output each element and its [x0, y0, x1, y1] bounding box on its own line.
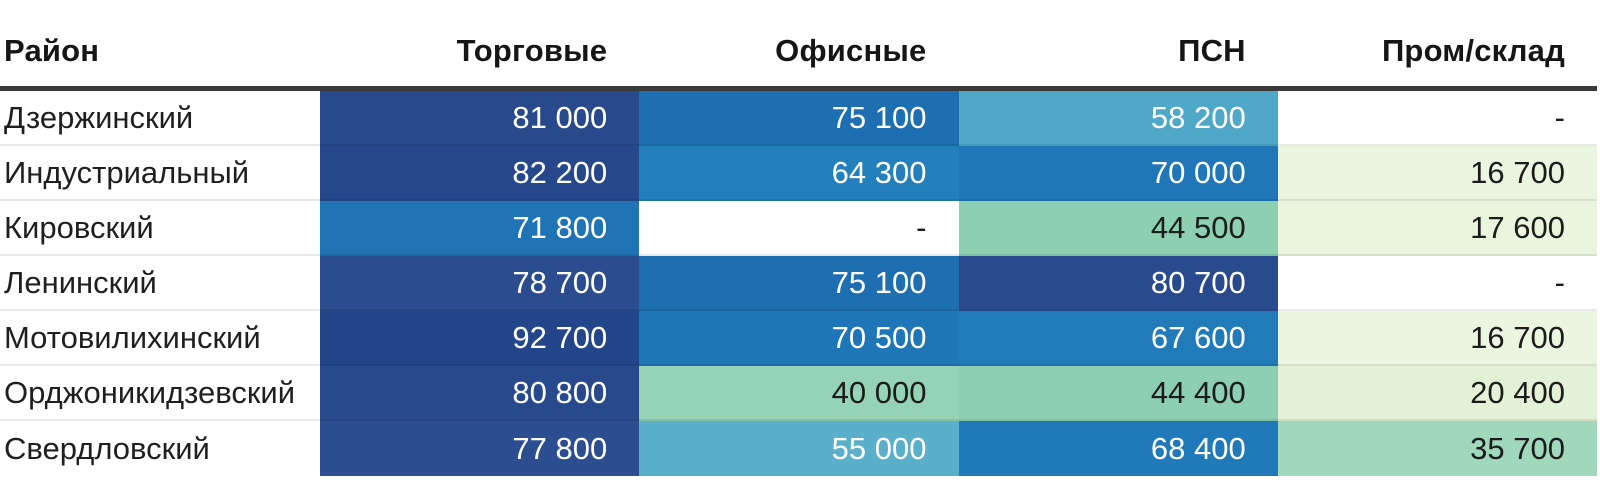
value-cell: 78 700	[320, 256, 640, 311]
value-cell: 75 100	[639, 256, 959, 311]
column-header-district: Район	[4, 33, 100, 68]
table-row: Индустриальный 82 200 64 300 70 000 16 700	[0, 146, 1597, 201]
value-cell: 92 700	[320, 311, 640, 366]
value-cell: 44 500	[958, 201, 1278, 256]
value-cell: 58 200	[958, 91, 1278, 146]
column-header-retail: Торговые	[456, 33, 608, 68]
column-header-office: Офисные	[775, 33, 927, 68]
value-cell: 20 400	[1277, 366, 1597, 421]
district-cell: Дзержинский	[0, 91, 320, 146]
value-cell: 75 100	[639, 91, 959, 146]
value-cell: 64 300	[639, 146, 959, 201]
table-header-row: Район Торговые Офисные ПСН Пром/склад	[0, 0, 1597, 91]
column-header-industrial: Пром/склад	[1381, 33, 1565, 68]
table-row: Кировский 71 800-44 500 17 600	[0, 201, 1597, 256]
table-body: Дзержинский 81 000 75 100 58 200- Индустриал…	[0, 91, 1597, 476]
district-price-heatmap-table: Район Торговые Офисные ПСН Пром/склад Дз…	[0, 0, 1597, 476]
value-cell: 81 000	[320, 91, 640, 146]
value-cell: 80 700	[958, 256, 1278, 311]
value-cell: 16 700	[1277, 311, 1597, 366]
value-cell: -	[639, 201, 959, 256]
district-cell: Орджоникидзевский	[0, 366, 320, 421]
value-cell: 71 800	[320, 201, 640, 256]
district-cell: Мотовилихинский	[0, 311, 320, 366]
table-row: Свердловский 77 800 55 000 68 400 35 700	[0, 421, 1597, 476]
district-cell: Ленинский	[0, 256, 320, 311]
value-cell: 77 800	[320, 421, 640, 476]
table-row: Орджоникидзевский 80 800 40 000 44 400 20 40…	[0, 366, 1597, 421]
district-cell: Кировский	[0, 201, 320, 256]
district-cell: Свердловский	[0, 421, 320, 476]
value-cell: -	[1277, 91, 1597, 146]
value-cell: 80 800	[320, 366, 640, 421]
value-cell: 70 000	[958, 146, 1278, 201]
value-cell: 55 000	[639, 421, 959, 476]
district-cell: Индустриальный	[0, 146, 320, 201]
table-row: Мотовилихинский 92 700 70 500 67 600 16 700	[0, 311, 1597, 366]
value-cell: 70 500	[639, 311, 959, 366]
table-row: Дзержинский 81 000 75 100 58 200-	[0, 91, 1597, 146]
value-cell: 67 600	[958, 311, 1278, 366]
value-cell: 16 700	[1277, 146, 1597, 201]
value-cell: 17 600	[1277, 201, 1597, 256]
value-cell: 35 700	[1277, 421, 1597, 476]
value-cell: 44 400	[958, 366, 1278, 421]
table-row: Ленинский 78 700 75 100 80 700-	[0, 256, 1597, 311]
value-cell: 68 400	[958, 421, 1278, 476]
value-cell: 40 000	[639, 366, 959, 421]
column-header-psn: ПСН	[1178, 33, 1246, 68]
value-cell: -	[1277, 256, 1597, 311]
value-cell: 82 200	[320, 146, 640, 201]
